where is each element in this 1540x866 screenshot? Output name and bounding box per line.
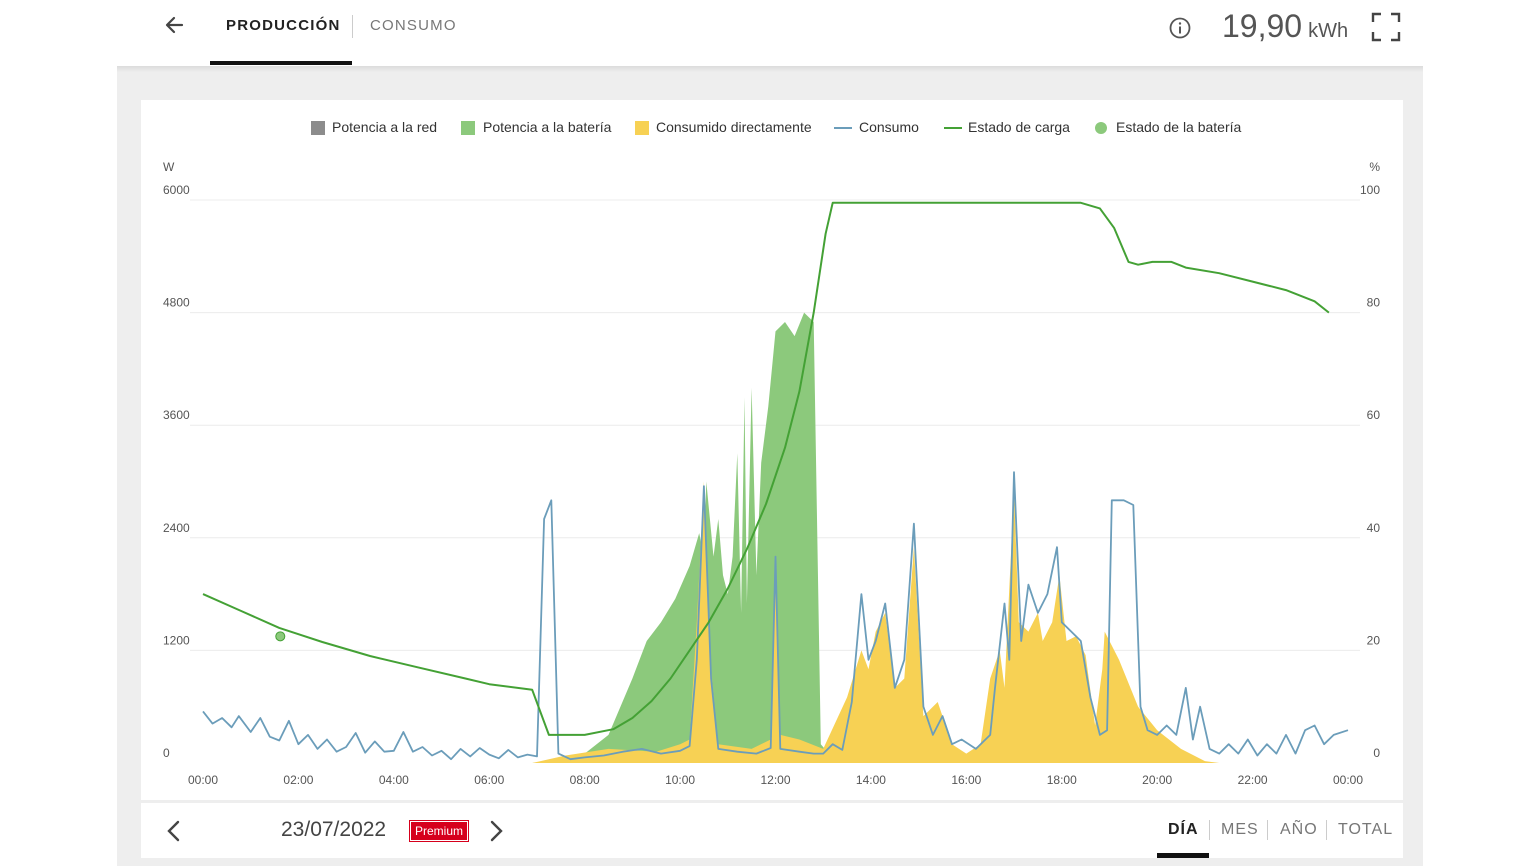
frame-shadow (117, 66, 1423, 72)
fullscreen-icon[interactable] (1371, 12, 1401, 42)
selected-date[interactable]: 23/07/2022 (281, 818, 387, 841)
x-tick-label: 00:00 (188, 773, 218, 787)
y-right-tick-label: 0 (1373, 746, 1380, 760)
y-left-tick-label: 2400 (163, 521, 190, 535)
y-left-tick-label: 4800 (163, 296, 190, 310)
battery-state-point (275, 631, 286, 642)
y-right-tick-label: 100 (1360, 183, 1380, 197)
date-navigation-bar (141, 803, 1403, 858)
x-tick-label: 22:00 (1238, 773, 1268, 787)
y-left-tick-label: 3600 (163, 408, 190, 422)
y-right-tick-label: 40 (1367, 521, 1381, 535)
legend-swatch-consumption (834, 127, 852, 129)
legend-label: Potencia a la batería (483, 119, 612, 135)
period-divider (1267, 820, 1268, 840)
legend-swatch-grid-power (311, 121, 325, 135)
energy-unit: kWh (1308, 20, 1349, 42)
period-month[interactable]: MES (1221, 821, 1259, 838)
state-of-charge-line (202, 201, 1330, 736)
legend-label: Estado de carga (968, 119, 1070, 135)
top-bar: PRODUCCIÓN CONSUMO 19,90 kWh (0, 0, 1540, 66)
legend-swatch-direct-consumption (635, 121, 649, 135)
y-left-tick-label: 6000 (163, 183, 190, 197)
y-left-axis-label: W (163, 160, 175, 174)
x-tick-label: 16:00 (951, 773, 981, 787)
x-tick-label: 08:00 (570, 773, 600, 787)
y-right-tick-label: 20 (1367, 633, 1381, 647)
direct-consumption-area (532, 481, 1220, 763)
y-right-tick-label: 80 (1367, 296, 1381, 310)
legend-label: Estado de la batería (1116, 119, 1242, 135)
period-total[interactable]: TOTAL (1338, 821, 1394, 838)
energy-value: 19,90 (1222, 8, 1303, 44)
chevron-left-icon[interactable] (160, 817, 188, 845)
tab-produccion[interactable]: PRODUCCIÓN (226, 17, 341, 34)
y-right-tick-label: 60 (1367, 408, 1381, 422)
legend-swatch-state-of-charge (944, 127, 962, 129)
legend-swatch-battery-power (461, 121, 475, 135)
daily-energy-total: 19,90 kWh (1222, 8, 1348, 45)
x-tick-label: 20:00 (1142, 773, 1172, 787)
y-left-tick-label: 0 (163, 746, 170, 760)
consumption-line (202, 471, 1349, 761)
x-tick-label: 02:00 (283, 773, 313, 787)
legend-label: Potencia a la red (332, 119, 438, 135)
period-year[interactable]: AÑO (1280, 821, 1318, 838)
x-tick-label: 00:00 (1333, 773, 1363, 787)
y-right-axis-label: % (1369, 160, 1380, 174)
info-icon[interactable] (1168, 16, 1192, 40)
premium-badge: Premium (408, 820, 470, 842)
chart-legend: Potencia a la red Potencia a la batería … (141, 118, 1403, 140)
x-tick-label: 10:00 (665, 773, 695, 787)
x-tick-label: 06:00 (474, 773, 504, 787)
chevron-right-icon[interactable] (482, 817, 510, 845)
x-tick-label: 04:00 (379, 773, 409, 787)
x-tick-label: 14:00 (856, 773, 886, 787)
active-period-indicator (1157, 853, 1209, 858)
arrow-left-icon[interactable] (160, 10, 190, 40)
period-divider (1326, 820, 1327, 840)
period-day[interactable]: DÍA (1168, 821, 1199, 838)
period-divider (1209, 820, 1210, 840)
legend-swatch-battery-state (1095, 122, 1107, 134)
legend-label: Consumido directamente (656, 119, 812, 135)
x-tick-label: 18:00 (1047, 773, 1077, 787)
active-tab-indicator (210, 61, 352, 65)
tab-divider (352, 15, 353, 38)
legend-label: Consumo (859, 119, 919, 135)
x-tick-label: 12:00 (760, 773, 790, 787)
tab-consumo[interactable]: CONSUMO (370, 17, 457, 34)
y-left-tick-label: 1200 (163, 633, 190, 647)
